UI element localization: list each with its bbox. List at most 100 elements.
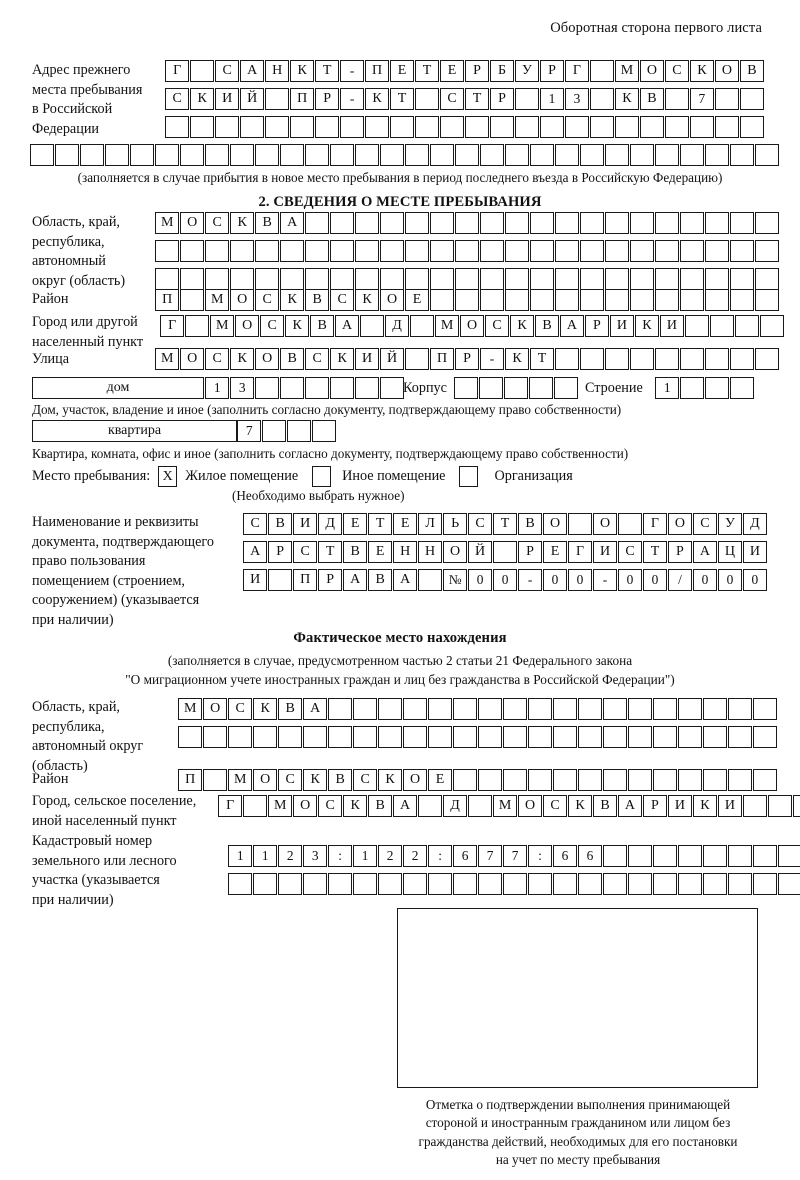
actual-region-row-2-cell-7[interactable] <box>327 726 353 748</box>
actual-district-row-cell-24[interactable] <box>752 769 778 791</box>
actual-region-row-1-cell-7[interactable] <box>327 698 353 720</box>
cadastral-row-1-cell-17[interactable] <box>627 845 653 867</box>
previous-address-row-2-cell-11[interactable] <box>414 88 440 110</box>
previous-address-row-3-cell-2[interactable] <box>189 116 215 138</box>
actual-district-row-cell-16[interactable] <box>552 769 578 791</box>
actual-region-row-1-cell-12[interactable] <box>452 698 478 720</box>
street-row-cell-6[interactable]: В <box>279 348 305 370</box>
cadastral-row-1-cell-22[interactable] <box>752 845 778 867</box>
region-row-2-cell-22[interactable] <box>679 240 705 262</box>
previous-address-row-1-cell-18[interactable] <box>589 60 615 82</box>
house-number-cells-cell-4[interactable] <box>279 377 305 399</box>
city-row-cell-23[interactable] <box>709 315 735 337</box>
cadastral-row-2-cell-16[interactable] <box>602 873 628 895</box>
previous-address-row-2-cell-8[interactable]: - <box>339 88 365 110</box>
document-row-2-cell-20[interactable]: Ц <box>717 541 743 563</box>
region-row-1-cell-8[interactable] <box>329 212 355 234</box>
previous-address-row-1-cell-2[interactable] <box>189 60 215 82</box>
previous-address-row-2-cell-22[interactable]: 7 <box>689 88 715 110</box>
region-row-2-cell-7[interactable] <box>304 240 330 262</box>
region-row-1-cell-14[interactable] <box>479 212 505 234</box>
region-row-3-cell-22[interactable] <box>679 268 705 290</box>
actual-region-row-2-cell-6[interactable] <box>302 726 328 748</box>
previous-address-row-1-cell-9[interactable]: П <box>364 60 390 82</box>
district-row-cell-7[interactable]: В <box>304 289 330 311</box>
cadastral-row-1-cell-3[interactable]: 2 <box>277 845 303 867</box>
cadastral-row-1-cell-12[interactable]: 7 <box>502 845 528 867</box>
street-row-cell-10[interactable]: Й <box>379 348 405 370</box>
cadastral-row-2-cell-1[interactable] <box>228 873 253 895</box>
cadastral-row-2-cell-8[interactable] <box>402 873 428 895</box>
document-row-1-cell-12[interactable]: В <box>517 513 543 535</box>
actual-region-row-1-cell-22[interactable] <box>702 698 728 720</box>
document-row-3-cell-15[interactable]: - <box>592 569 618 591</box>
region-row-1-cell-22[interactable] <box>679 212 705 234</box>
city-row-cell-9[interactable] <box>359 315 385 337</box>
region-row-1-cell-4[interactable]: К <box>229 212 255 234</box>
previous-address-row-2-cell-7[interactable]: Р <box>314 88 340 110</box>
district-row-cell-13[interactable] <box>454 289 480 311</box>
city-row-cell-17[interactable]: А <box>559 315 585 337</box>
street-row-cell-11[interactable] <box>404 348 430 370</box>
flat-number-cells-cell-3[interactable] <box>286 420 312 442</box>
actual-district-row-cell-13[interactable] <box>477 769 503 791</box>
previous-address-row-4-cell-26[interactable] <box>654 144 680 166</box>
cadastral-row-1-cell-1[interactable]: 1 <box>228 845 253 867</box>
previous-address-row-2-cell-2[interactable]: К <box>189 88 215 110</box>
document-row-1-cell-5[interactable]: Е <box>342 513 368 535</box>
house-number-cells-cell-6[interactable] <box>329 377 355 399</box>
region-row-3-cell-17[interactable] <box>554 268 580 290</box>
region-row-2-cell-24[interactable] <box>729 240 755 262</box>
previous-address-row-4-cell-3[interactable] <box>79 144 105 166</box>
document-row-2-cell-11[interactable] <box>492 541 518 563</box>
cadastral-row-1-cell-5[interactable]: : <box>327 845 353 867</box>
stroenie-cells-cell-3[interactable] <box>704 377 730 399</box>
actual-region-row-1-cell-1[interactable]: М <box>178 698 203 720</box>
actual-city-row-cell-20[interactable]: К <box>692 795 718 817</box>
actual-region-row-2-cell-15[interactable] <box>527 726 553 748</box>
document-row-2-cell-3[interactable]: С <box>292 541 318 563</box>
actual-city-row-cell-15[interactable]: К <box>567 795 593 817</box>
document-row-3-cell-17[interactable]: 0 <box>642 569 668 591</box>
region-row-2-cell-14[interactable] <box>479 240 505 262</box>
house-number-cells-cell-3[interactable] <box>254 377 280 399</box>
previous-address-row-4-cell-17[interactable] <box>429 144 455 166</box>
actual-region-row-2-cell-16[interactable] <box>552 726 578 748</box>
flat-number-cells[interactable]: 7 <box>237 420 337 442</box>
city-row-cell-11[interactable] <box>409 315 435 337</box>
city-row-cell-18[interactable]: Р <box>584 315 610 337</box>
previous-address-row-1-cell-20[interactable]: О <box>639 60 665 82</box>
region-row-1-cell-16[interactable] <box>529 212 555 234</box>
street-row-cell-5[interactable]: О <box>254 348 280 370</box>
document-row-2-cell-9[interactable]: О <box>442 541 468 563</box>
previous-address-row-1-cell-5[interactable]: Н <box>264 60 290 82</box>
previous-address-row-2-cell-5[interactable] <box>264 88 290 110</box>
document-row-3-cell-12[interactable]: - <box>517 569 543 591</box>
actual-region-row-2-cell-17[interactable] <box>577 726 603 748</box>
actual-region-row-2-cell-9[interactable] <box>377 726 403 748</box>
document-row-2-cell-14[interactable]: Г <box>567 541 593 563</box>
actual-region-row-1-cell-4[interactable]: К <box>252 698 278 720</box>
region-row-3-cell-18[interactable] <box>579 268 605 290</box>
previous-address-row-2-cell-20[interactable]: В <box>639 88 665 110</box>
district-row-cell-17[interactable] <box>554 289 580 311</box>
region-row-1-cell-10[interactable] <box>379 212 405 234</box>
city-row-cell-13[interactable]: О <box>459 315 485 337</box>
district-row-cell-2[interactable] <box>179 289 205 311</box>
actual-district-row-cell-4[interactable]: О <box>252 769 278 791</box>
previous-address-row-1-cell-15[interactable]: У <box>514 60 540 82</box>
document-row-1-cell-8[interactable]: Л <box>417 513 443 535</box>
previous-address-row-4-cell-25[interactable] <box>629 144 655 166</box>
previous-address-row-2-cell-15[interactable] <box>514 88 540 110</box>
district-row-cell-24[interactable] <box>729 289 755 311</box>
korpus-cells-cell-5[interactable] <box>553 377 579 399</box>
previous-address-row-4-cell-16[interactable] <box>404 144 430 166</box>
document-row-1-cell-4[interactable]: Д <box>317 513 343 535</box>
cadastral-row-2-cell-17[interactable] <box>627 873 653 895</box>
cadastral-row-2-cell-22[interactable] <box>752 873 778 895</box>
region-row-1-cell-6[interactable]: А <box>279 212 305 234</box>
